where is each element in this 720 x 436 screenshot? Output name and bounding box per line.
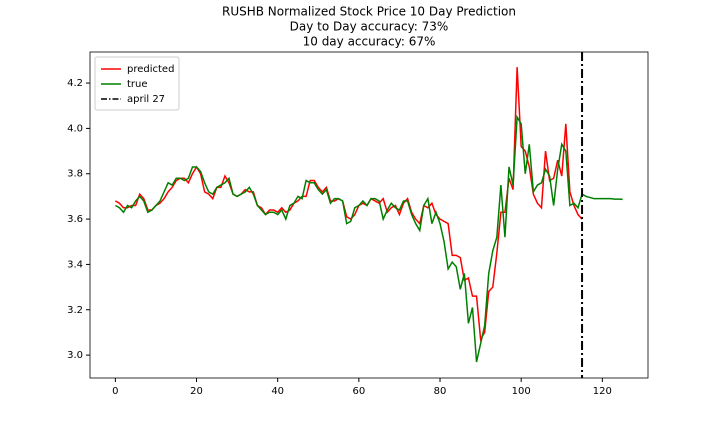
legend-label: april 27 bbox=[127, 94, 165, 105]
x-tick-label: 100 bbox=[512, 386, 531, 397]
y-tick-label: 3.8 bbox=[67, 169, 83, 180]
y-tick-label: 4.0 bbox=[67, 123, 83, 134]
y-tick-label: 3.4 bbox=[67, 259, 83, 270]
y-tick-label: 3.6 bbox=[67, 214, 83, 225]
x-tick-label: 40 bbox=[271, 386, 284, 397]
x-tick-label: 0 bbox=[112, 386, 118, 397]
chart-title: RUSHB Normalized Stock Price 10 Day Pred… bbox=[222, 5, 516, 19]
legend-label: predicted bbox=[127, 64, 174, 75]
x-tick-label: 80 bbox=[434, 386, 447, 397]
plot-frame bbox=[89, 51, 649, 379]
x-tick-label: 20 bbox=[190, 386, 203, 397]
x-tick-label: 120 bbox=[593, 386, 612, 397]
legend-box bbox=[94, 56, 180, 111]
x-tick-label: 60 bbox=[352, 386, 365, 397]
legend-label: true bbox=[127, 79, 148, 90]
series-line bbox=[114, 114, 623, 363]
series-line bbox=[114, 67, 583, 342]
chart-subtitle: 10 day accuracy: 67% bbox=[303, 35, 436, 49]
y-tick-label: 3.2 bbox=[67, 305, 83, 316]
y-tick-label: 4.2 bbox=[67, 78, 83, 89]
chart-subtitle: Day to Day accuracy: 73% bbox=[290, 20, 449, 34]
y-tick-label: 3.0 bbox=[67, 350, 83, 361]
